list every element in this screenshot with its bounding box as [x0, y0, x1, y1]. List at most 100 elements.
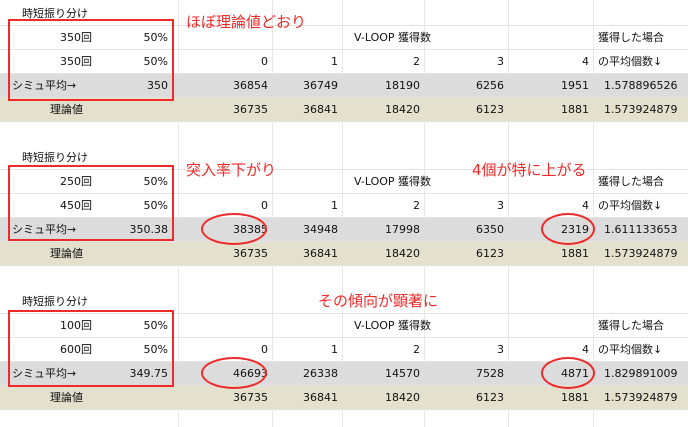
sim-value-cell[interactable]: 1951: [561, 79, 589, 92]
theory-value-cell[interactable]: 1881: [561, 103, 589, 116]
split-count-cell[interactable]: 600回: [60, 343, 92, 356]
sim-label-cell[interactable]: シミュ平均→: [12, 367, 77, 380]
sim-avg-cell[interactable]: 350.38: [129, 223, 169, 236]
split-pct-cell[interactable]: 50%: [143, 319, 168, 332]
sim-label-cell[interactable]: シミュ平均→: [12, 79, 77, 92]
sim-avg-cell[interactable]: 349.75: [129, 367, 169, 380]
sim-value-cell[interactable]: 14570: [385, 367, 420, 380]
sim-avg-cell[interactable]: 350: [147, 79, 168, 92]
sim-value-cell[interactable]: 7528: [476, 367, 504, 380]
split-count-cell[interactable]: 100回: [60, 319, 92, 332]
column-index-cell[interactable]: 3: [497, 55, 504, 68]
note-cell[interactable]: 獲得した場合: [598, 31, 664, 44]
theory-row: [0, 98, 688, 122]
column-index-cell[interactable]: 1: [331, 199, 338, 212]
theory-label-cell[interactable]: 理論値: [50, 391, 83, 404]
theory-value-cell[interactable]: 6123: [476, 247, 504, 260]
split-row: [0, 338, 688, 362]
sim-value-cell[interactable]: 26338: [303, 367, 338, 380]
sim-label-cell[interactable]: シミュ平均→: [12, 223, 77, 236]
theory-avgcount-cell[interactable]: 1.573924879: [604, 103, 678, 116]
note-cell[interactable]: 獲得した場合: [598, 175, 664, 188]
theory-value-cell[interactable]: 18420: [385, 103, 420, 116]
column-index-cell[interactable]: 2: [413, 55, 420, 68]
split-pct-cell[interactable]: 50%: [143, 31, 168, 44]
theory-value-cell[interactable]: 36841: [303, 391, 338, 404]
column-index-cell[interactable]: 2: [413, 199, 420, 212]
note-cell[interactable]: の平均個数↓: [598, 343, 663, 356]
split-row: [0, 26, 688, 50]
vloop-title-cell[interactable]: V-LOOP 獲得数: [354, 175, 432, 188]
split-count-cell[interactable]: 450回: [60, 199, 92, 212]
annotation-text: その傾向が顕著に: [318, 292, 439, 310]
theory-value-cell[interactable]: 1881: [561, 391, 589, 404]
section-header-row: [0, 146, 688, 170]
column-index-cell[interactable]: 1: [331, 55, 338, 68]
theory-value-cell[interactable]: 36735: [233, 103, 268, 116]
note-cell[interactable]: の平均個数↓: [598, 55, 663, 68]
split-count-cell[interactable]: 350回: [60, 55, 92, 68]
split-pct-cell[interactable]: 50%: [143, 343, 168, 356]
split-count-cell[interactable]: 250回: [60, 175, 92, 188]
theory-value-cell[interactable]: 36841: [303, 247, 338, 260]
sim-value-cell[interactable]: 36749: [303, 79, 338, 92]
sim-value-cell[interactable]: 18190: [385, 79, 420, 92]
split-row: [0, 50, 688, 74]
column-index-cell[interactable]: 0: [261, 343, 268, 356]
theory-row: [0, 242, 688, 266]
column-divider: [424, 0, 425, 427]
note-cell[interactable]: の平均個数↓: [598, 199, 663, 212]
column-index-cell[interactable]: 3: [497, 343, 504, 356]
split-header[interactable]: 時短振り分け: [22, 7, 88, 20]
split-header[interactable]: 時短振り分け: [22, 295, 88, 308]
sim-avgcount-cell[interactable]: 1.578896526: [604, 79, 678, 92]
section-header-row: [0, 2, 688, 26]
annotation-text: ほぼ理論値どおり: [186, 13, 307, 31]
theory-avgcount-cell[interactable]: 1.573924879: [604, 247, 678, 260]
column-index-cell[interactable]: 2: [413, 343, 420, 356]
theory-label-cell[interactable]: 理論値: [50, 247, 83, 260]
theory-value-cell[interactable]: 18420: [385, 247, 420, 260]
split-count-cell[interactable]: 350回: [60, 31, 92, 44]
column-index-cell[interactable]: 1: [331, 343, 338, 356]
column-divider: [178, 0, 179, 427]
split-header[interactable]: 時短振り分け: [22, 151, 88, 164]
sim-value-cell[interactable]: 36854: [233, 79, 268, 92]
theory-value-cell[interactable]: 1881: [561, 247, 589, 260]
theory-label-cell[interactable]: 理論値: [50, 103, 83, 116]
column-divider: [342, 0, 343, 427]
theory-value-cell[interactable]: 6123: [476, 103, 504, 116]
theory-value-cell[interactable]: 36735: [233, 247, 268, 260]
column-index-cell[interactable]: 4: [582, 199, 589, 212]
column-divider: [272, 0, 273, 427]
split-pct-cell[interactable]: 50%: [143, 55, 168, 68]
theory-value-cell[interactable]: 18420: [385, 391, 420, 404]
simulation-row: [0, 74, 688, 98]
split-pct-cell[interactable]: 50%: [143, 199, 168, 212]
column-index-cell[interactable]: 0: [261, 55, 268, 68]
vloop-title-cell[interactable]: V-LOOP 獲得数: [354, 31, 432, 44]
split-row: [0, 194, 688, 218]
sim-value-cell[interactable]: 34948: [303, 223, 338, 236]
sim-value-cell[interactable]: 17998: [385, 223, 420, 236]
sim-value-cell[interactable]: 6256: [476, 79, 504, 92]
sim-avgcount-cell[interactable]: 1.829891009: [604, 367, 678, 380]
column-index-cell[interactable]: 4: [582, 55, 589, 68]
theory-value-cell[interactable]: 36735: [233, 391, 268, 404]
highlight-oval: [201, 213, 267, 245]
theory-value-cell[interactable]: 6123: [476, 391, 504, 404]
theory-avgcount-cell[interactable]: 1.573924879: [604, 391, 678, 404]
vloop-title-cell[interactable]: V-LOOP 獲得数: [354, 319, 432, 332]
sim-value-cell[interactable]: 6350: [476, 223, 504, 236]
column-index-cell[interactable]: 3: [497, 199, 504, 212]
section-header-row: [0, 290, 688, 314]
sim-avgcount-cell[interactable]: 1.611133653: [604, 223, 678, 236]
column-index-cell[interactable]: 4: [582, 343, 589, 356]
highlight-box: [8, 310, 174, 387]
theory-value-cell[interactable]: 36841: [303, 103, 338, 116]
split-pct-cell[interactable]: 50%: [143, 175, 168, 188]
column-index-cell[interactable]: 0: [261, 199, 268, 212]
highlight-oval: [541, 213, 595, 245]
note-cell[interactable]: 獲得した場合: [598, 319, 664, 332]
